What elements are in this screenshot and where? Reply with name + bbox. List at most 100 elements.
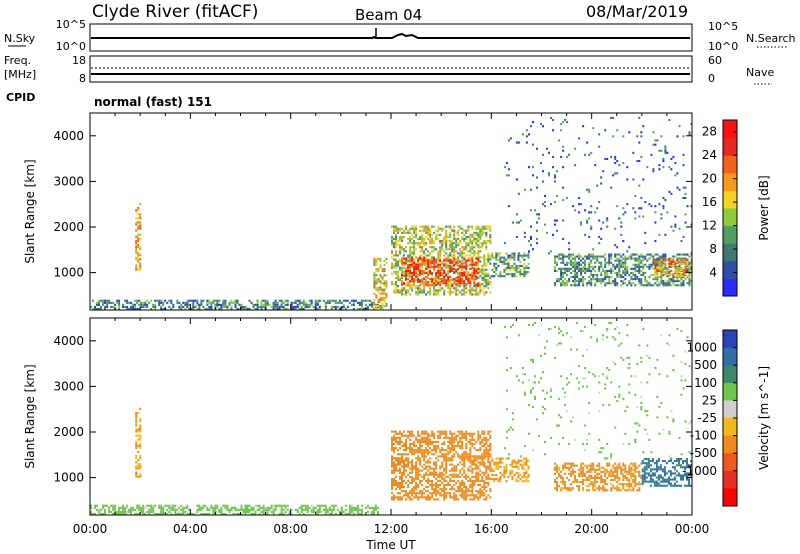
velocity-cell — [445, 459, 448, 462]
velocity-cell — [645, 466, 648, 469]
velocity-cell — [645, 468, 648, 471]
power-cell — [586, 141, 589, 144]
velocity-cell — [419, 438, 422, 441]
power-cell — [495, 266, 498, 269]
velocity-cell — [314, 510, 317, 513]
power-cell — [690, 258, 692, 261]
power-cell — [441, 261, 444, 264]
power-cell — [114, 303, 117, 306]
velocity-cell — [405, 447, 407, 450]
power-cell — [435, 229, 438, 232]
power-cell — [610, 271, 613, 274]
power-cell — [479, 287, 482, 290]
power-cell — [401, 261, 403, 264]
power-cell — [455, 246, 458, 249]
velocity-cell — [519, 463, 522, 466]
power-cell — [527, 256, 530, 259]
power-cell — [497, 264, 500, 267]
velocity-cell — [162, 508, 165, 511]
velocity-cell — [427, 477, 430, 480]
velocity-cell — [443, 477, 446, 480]
power-cell — [558, 139, 561, 142]
velocity-cell — [427, 494, 430, 497]
velocity-cell — [441, 430, 444, 433]
velocity-cell — [184, 510, 187, 513]
velocity-cell — [417, 477, 420, 480]
velocity-cell — [439, 467, 442, 470]
power-cell — [503, 271, 506, 274]
power-cell — [682, 280, 685, 283]
power-cell — [200, 303, 203, 306]
velocity-cell — [572, 464, 575, 467]
power-cell — [519, 260, 522, 263]
power-cell — [630, 278, 633, 281]
power-cell — [598, 280, 601, 283]
power-cell — [461, 271, 464, 274]
power-cell — [572, 257, 575, 260]
power-cell — [350, 303, 353, 306]
velocity-cell — [348, 504, 351, 507]
power-cell — [572, 265, 575, 268]
power-cell — [485, 285, 488, 288]
power-cell — [513, 258, 516, 261]
velocity-cell — [600, 470, 603, 473]
velocity-cell — [306, 508, 309, 511]
power-cell — [479, 235, 482, 238]
power-cell — [176, 299, 179, 302]
velocity-cell — [138, 504, 141, 507]
power-cell — [409, 268, 412, 271]
power-cell — [425, 244, 428, 247]
velocity-cell — [475, 477, 478, 480]
power-cell — [686, 258, 689, 261]
velocity-cell — [399, 432, 401, 435]
velocity-cell — [397, 442, 399, 445]
power-cell — [135, 221, 138, 224]
velocity-cell — [634, 462, 637, 465]
velocity-cell — [124, 512, 127, 515]
power-cell — [560, 257, 563, 260]
power-cell — [592, 248, 595, 251]
velocity-cell — [164, 504, 167, 507]
power-cell — [568, 267, 571, 270]
power-cell — [409, 283, 412, 286]
nsky-panel-frame — [89, 23, 693, 52]
velocity-cell — [433, 471, 436, 474]
power-cell — [214, 305, 217, 308]
power-cell — [658, 260, 661, 263]
power-cell — [178, 305, 181, 308]
velocity-cell — [485, 496, 488, 499]
power-cell — [439, 233, 442, 236]
velocity-cell — [252, 508, 255, 511]
velocity-cell — [423, 455, 426, 458]
velocity-cell — [395, 463, 397, 466]
power-cell — [636, 265, 639, 268]
power-cell — [513, 254, 516, 257]
velocity-cell — [328, 506, 331, 509]
power-cell — [688, 278, 691, 281]
power-cell — [304, 305, 307, 308]
power-cell — [554, 223, 556, 226]
power-cell — [493, 262, 496, 265]
power-cell — [592, 127, 595, 130]
power-cell — [453, 242, 456, 245]
power-cell — [477, 225, 480, 228]
power-cell — [604, 269, 607, 272]
velocity-cell — [564, 487, 567, 490]
velocity-cell — [588, 470, 591, 473]
power-cell — [608, 263, 611, 266]
power-cell — [431, 258, 434, 261]
power-cell — [377, 288, 380, 291]
power-cell — [614, 280, 617, 283]
velocity-cell — [463, 469, 466, 472]
power-cell — [656, 271, 659, 274]
power-cell — [684, 257, 687, 260]
power-cell — [465, 263, 468, 266]
power-cell — [210, 307, 213, 310]
power-cell — [443, 291, 446, 294]
power-cell — [566, 280, 569, 283]
velocity-cell — [624, 483, 627, 486]
power-cell — [137, 268, 140, 271]
velocity-cell — [473, 481, 476, 484]
velocity-cell — [328, 508, 331, 511]
power-cell — [562, 282, 565, 285]
